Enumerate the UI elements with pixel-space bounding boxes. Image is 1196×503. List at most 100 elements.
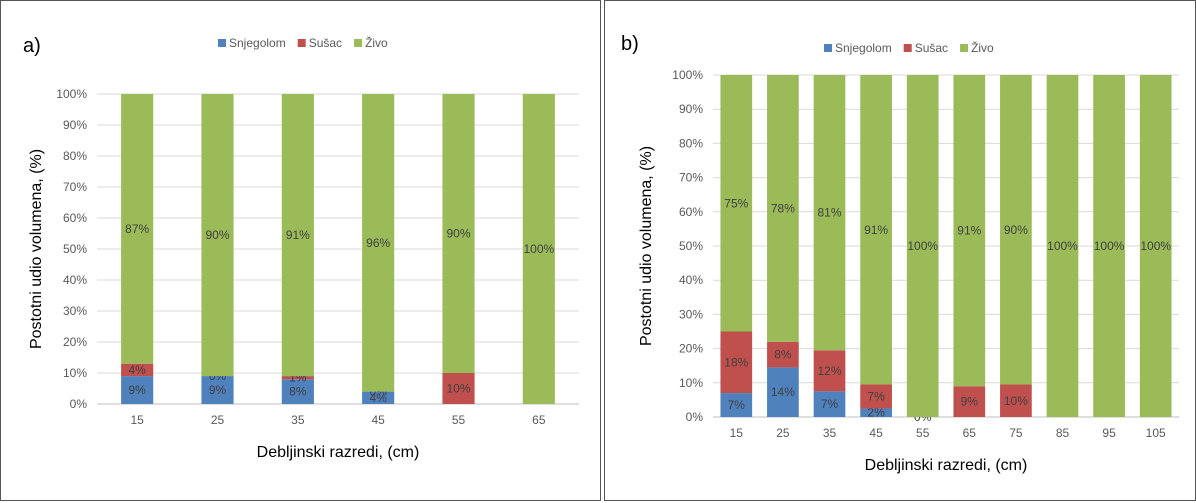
data-label: 90% [205, 228, 229, 242]
x-tick-label: 65 [963, 426, 977, 440]
bar-segment-sušac [767, 341, 799, 368]
legend-swatch-sušac [297, 39, 306, 47]
y-tick-label: 100% [672, 68, 703, 82]
legend-label: Živo [365, 35, 388, 50]
x-tick-label: 35 [823, 426, 837, 440]
bar-segment-živo [1139, 75, 1172, 417]
y-tick-label: 30% [63, 304, 87, 318]
bar-segment-sušac [860, 384, 892, 409]
y-tick-label: 70% [679, 171, 703, 185]
y-tick-label: 90% [63, 118, 87, 132]
y-tick-label: 10% [63, 366, 87, 380]
y-tick-label: 50% [63, 242, 87, 256]
bar-segment-snjegolom [720, 393, 753, 417]
bar-segment-živo [442, 94, 475, 373]
y-tick-label: 80% [679, 136, 703, 150]
y-tick-label: 30% [679, 307, 703, 321]
y-tick-label: 50% [679, 239, 703, 253]
bar-segment-živo [720, 75, 753, 332]
x-tick-label: 45 [371, 413, 385, 427]
data-label: 14% [771, 385, 795, 399]
y-axis-title: Postotni udio volumena, (%) [28, 149, 45, 349]
y-tick-label: 40% [679, 273, 703, 287]
bar-segment-sušac [813, 350, 846, 392]
bar-segment-živo [906, 75, 939, 417]
data-label: 10% [446, 382, 470, 396]
y-tick-label: 100% [56, 87, 87, 101]
x-tick-label: 25 [211, 413, 225, 427]
x-axis-title: Debljinski razredi, (cm) [257, 444, 420, 461]
data-label: 4% [369, 391, 387, 405]
bar-segment-živo [767, 75, 799, 342]
bar-segment-živo [813, 75, 846, 351]
y-tick-label: 0% [686, 410, 704, 424]
panel-label-b: b) [621, 33, 639, 55]
bar-segment-sušac [1000, 384, 1032, 417]
bar-segment-snjegolom [201, 376, 234, 404]
bar-segment-snjegolom [362, 391, 395, 404]
y-tick-label: 70% [63, 180, 87, 194]
bar-segment-sušac [953, 386, 986, 417]
data-label: 75% [724, 196, 748, 210]
legend-swatch-snjegolom [218, 39, 226, 47]
legend-swatch-sušac [903, 44, 912, 52]
x-tick-label: 55 [452, 413, 466, 427]
legend-label: Živo [971, 40, 994, 55]
data-label: 8% [774, 348, 792, 362]
bar-segment-živo [860, 75, 892, 385]
y-tick-label: 10% [679, 376, 703, 390]
data-label: 91% [286, 228, 310, 242]
bar-segment-živo [281, 94, 314, 377]
data-label: 91% [957, 224, 981, 238]
x-tick-label: 25 [776, 426, 790, 440]
legend-label: Sušac [309, 36, 342, 50]
bar-segment-živo [1000, 75, 1032, 385]
y-tick-label: 80% [63, 149, 87, 163]
x-tick-label: 75 [1009, 426, 1023, 440]
bar-segment-živo [522, 94, 555, 404]
x-tick-label: 15 [130, 413, 144, 427]
data-label: 100% [1094, 239, 1125, 253]
data-label: 100% [1047, 239, 1078, 253]
data-label: 100% [1140, 239, 1171, 253]
bar-segment-sušac [442, 373, 475, 404]
data-label: 7% [821, 397, 839, 411]
data-label: 2% [867, 406, 885, 420]
data-label: 8% [289, 385, 307, 399]
legend-label: Sušac [915, 41, 948, 55]
bar-segment-živo [1093, 75, 1125, 417]
data-label: 100% [907, 239, 938, 253]
data-label: 12% [817, 364, 841, 378]
chart-panel-b: b) 0% 10% 20% 30% 40% 50% 60% 70% 80% 90% 100% 7% 18… [604, 0, 1196, 501]
bar-segment-živo [362, 94, 395, 392]
data-label: 90% [1004, 223, 1028, 237]
x-tick-label: 55 [916, 426, 930, 440]
bar-segment-snjegolom [121, 376, 154, 404]
y-axis-title: Postotni udio volumena, (%) [638, 146, 655, 346]
bar-segment-snjegolom [281, 379, 314, 404]
data-label: 18% [724, 355, 748, 369]
legend-label: Snjegolom [229, 36, 286, 50]
bar-segment-sušac [720, 331, 753, 394]
data-label: 9% [209, 383, 227, 397]
y-tick-label: 20% [679, 342, 703, 356]
x-tick-label: 35 [291, 413, 305, 427]
data-label: 81% [817, 206, 841, 220]
bar-segment-živo [953, 75, 986, 387]
chart-panel-a: a) 0% 10% 20% 30% 40% 50% 60% 70% 80% 90% 100% 9% 4%… [0, 0, 601, 501]
x-axis-title: Debljinski razredi, (cm) [865, 457, 1028, 474]
y-tick-label: 60% [63, 211, 87, 225]
data-label: 90% [446, 227, 470, 241]
data-label: 9% [128, 383, 146, 397]
data-label: 78% [771, 201, 795, 215]
data-label: 91% [864, 223, 888, 237]
chart-b: 0% 10% 20% 30% 40% 50% 60% 70% 80% 90% 100% 7% 18% 75… [638, 40, 1179, 474]
bar-segment-sušac [281, 376, 314, 380]
data-label: 9% [961, 395, 979, 409]
panel-label-a: a) [23, 35, 41, 57]
legend-label: Snjegolom [835, 41, 892, 55]
y-tick-label: 20% [63, 335, 87, 349]
x-tick-label: 105 [1146, 426, 1166, 440]
data-label: 96% [366, 236, 390, 250]
legend-swatch-živo [354, 39, 363, 47]
